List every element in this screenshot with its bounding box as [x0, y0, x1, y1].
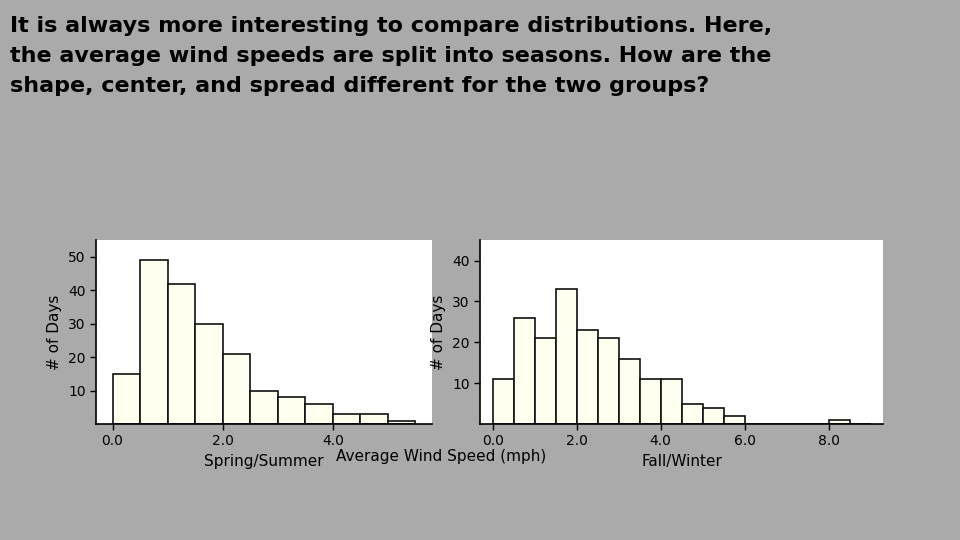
Bar	[388, 421, 416, 424]
Bar	[514, 318, 535, 424]
Text: shape, center, and spread different for the two groups?: shape, center, and spread different for …	[10, 76, 708, 96]
Y-axis label: # of Days: # of Days	[431, 294, 446, 370]
Bar	[682, 403, 703, 424]
Bar	[195, 324, 223, 424]
Bar	[168, 284, 195, 424]
Bar	[724, 416, 745, 424]
Bar	[112, 374, 140, 424]
Bar	[333, 414, 360, 424]
X-axis label: Fall/Winter: Fall/Winter	[641, 454, 722, 469]
Bar	[639, 379, 660, 424]
Bar	[492, 379, 514, 424]
Bar	[360, 414, 388, 424]
Bar	[577, 330, 597, 424]
Bar	[140, 260, 168, 424]
Bar	[618, 359, 639, 424]
X-axis label: Spring/Summer: Spring/Summer	[204, 454, 324, 469]
Bar	[597, 338, 618, 424]
Text: the average wind speeds are split into seasons. How are the: the average wind speeds are split into s…	[10, 46, 771, 66]
Bar	[660, 379, 682, 424]
Bar	[305, 404, 333, 424]
Bar	[251, 390, 277, 424]
Bar	[277, 397, 305, 424]
Text: Average Wind Speed (mph): Average Wind Speed (mph)	[336, 449, 547, 464]
Bar	[703, 408, 724, 424]
Text: It is always more interesting to compare distributions. Here,: It is always more interesting to compare…	[10, 16, 772, 36]
Bar	[535, 338, 556, 424]
Bar	[828, 420, 850, 424]
Y-axis label: # of Days: # of Days	[47, 294, 62, 370]
Bar	[223, 354, 251, 424]
Bar	[556, 289, 577, 424]
